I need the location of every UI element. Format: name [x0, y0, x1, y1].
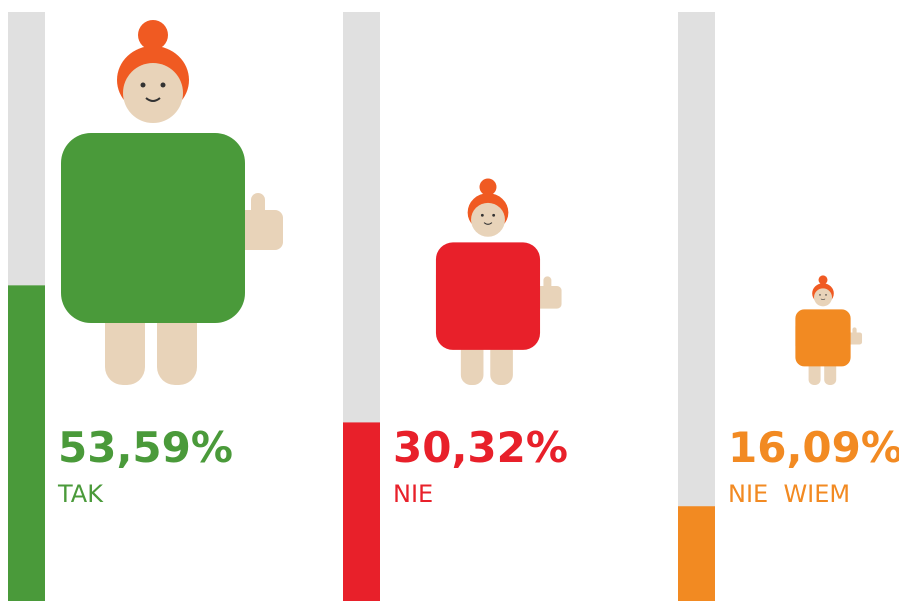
category-label: NIE WIEM — [728, 480, 850, 508]
thumb — [251, 193, 265, 223]
leg — [808, 360, 821, 385]
mouth — [145, 97, 161, 102]
eye — [492, 213, 496, 217]
leg — [105, 305, 145, 385]
eye — [825, 294, 827, 296]
value-label: 16,09% — [728, 423, 899, 472]
figure — [435, 178, 562, 385]
body — [435, 242, 541, 350]
leg — [460, 339, 484, 385]
bun — [479, 178, 497, 196]
body — [61, 133, 245, 323]
body — [795, 309, 851, 367]
eye — [480, 213, 484, 217]
eye — [819, 294, 821, 296]
bar — [343, 422, 380, 601]
bun — [138, 20, 168, 50]
eye — [140, 82, 146, 88]
bar — [8, 285, 45, 601]
mouth — [483, 222, 493, 225]
figure — [61, 20, 283, 385]
face — [813, 288, 833, 307]
category-label: NIE — [393, 480, 433, 508]
bar-track — [678, 12, 715, 601]
category-label: TAK — [57, 480, 104, 508]
thumb — [852, 327, 857, 337]
eye — [160, 82, 166, 88]
value-label: 30,32% — [393, 423, 568, 472]
leg — [824, 360, 837, 385]
face — [123, 63, 183, 123]
mouth — [820, 298, 826, 301]
leg — [157, 305, 197, 385]
face — [471, 202, 505, 237]
figure — [795, 275, 863, 385]
value-label: 53,59% — [58, 423, 233, 472]
bun — [818, 275, 828, 285]
thumb — [543, 276, 552, 294]
leg — [490, 339, 513, 385]
bar — [678, 506, 715, 601]
